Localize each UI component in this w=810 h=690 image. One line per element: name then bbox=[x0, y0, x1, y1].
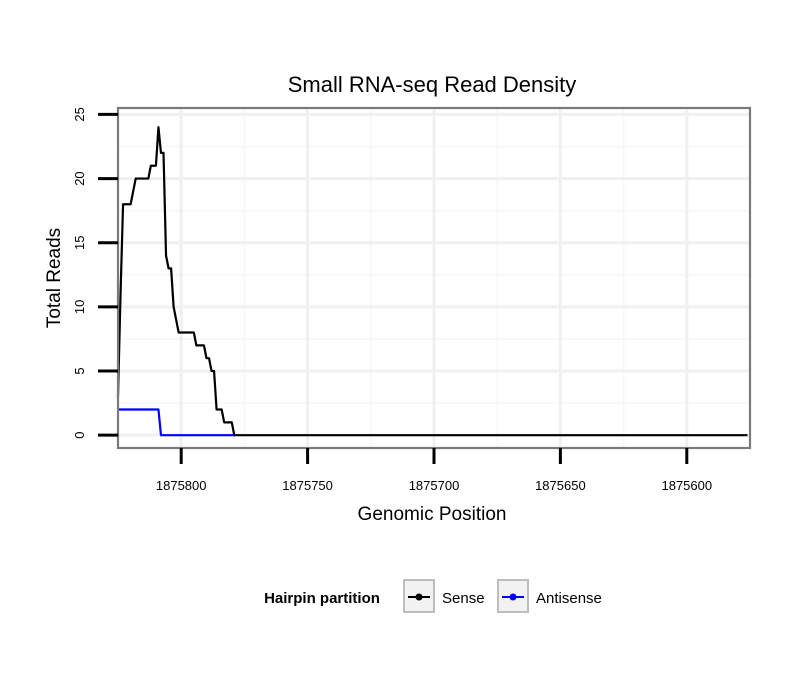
x-tick-label-1875600: 1875600 bbox=[661, 478, 712, 493]
series-layer bbox=[116, 126, 748, 437]
legend: Hairpin partition Sense Antisense bbox=[264, 579, 602, 613]
x-tick-label-1875700: 1875700 bbox=[409, 478, 460, 493]
series-line-sense bbox=[116, 126, 748, 437]
chart-title: Small RNA-seq Read Density bbox=[288, 72, 577, 97]
legend-label-antisense: Antisense bbox=[536, 590, 602, 607]
y-tick-label-20: 20 bbox=[72, 171, 87, 185]
y-tick-label-10: 10 bbox=[72, 300, 87, 314]
axis-layer: 0 5 10 15 20 25 1875800 1875750 1875700 1875650 18… bbox=[72, 107, 712, 493]
legend-key-sense-point bbox=[415, 593, 423, 601]
x-tick-label-1875800: 1875800 bbox=[156, 478, 207, 493]
y-axis-label: Total Reads bbox=[44, 228, 65, 328]
y-tick-label-5: 5 bbox=[72, 367, 87, 374]
x-axis-label: Genomic Position bbox=[358, 504, 507, 525]
x-tick-label-1875750: 1875750 bbox=[282, 478, 333, 493]
legend-key-antisense-point bbox=[509, 593, 517, 601]
series-line-antisense bbox=[118, 408, 235, 437]
x-tick-label-1875650: 1875650 bbox=[535, 478, 586, 493]
y-tick-label-15: 15 bbox=[72, 235, 87, 249]
y-tick-label-25: 25 bbox=[72, 107, 87, 121]
y-tick-label-0: 0 bbox=[72, 432, 87, 439]
legend-title: Hairpin partition bbox=[264, 590, 380, 607]
legend-label-sense: Sense bbox=[442, 590, 485, 607]
